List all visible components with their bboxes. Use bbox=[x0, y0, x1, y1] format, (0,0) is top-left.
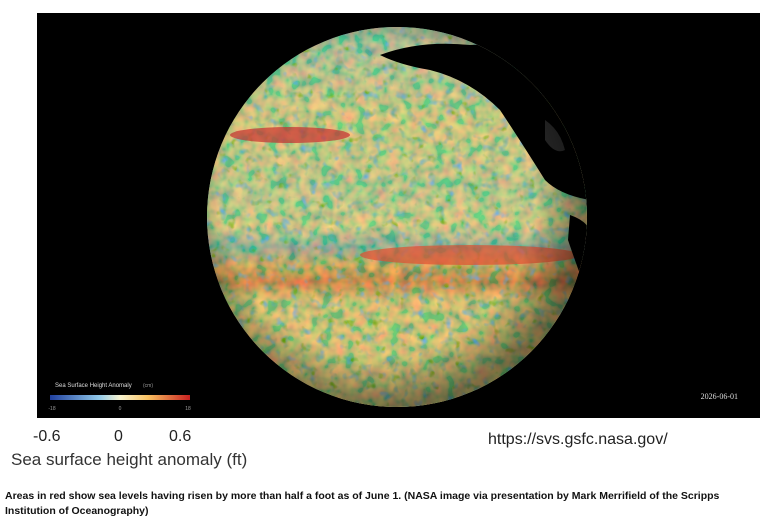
caption: Areas in red show sea levels having rise… bbox=[5, 490, 720, 517]
legend-tick: 0.6 bbox=[169, 428, 192, 445]
colorbar bbox=[50, 395, 190, 400]
date-stamp: 2026-06-01 bbox=[701, 392, 738, 401]
globe bbox=[207, 27, 587, 407]
legend-tick: -0.6 bbox=[33, 428, 61, 445]
colorbar-tick: 18 bbox=[185, 406, 191, 412]
colorbar-unit: (cm) bbox=[143, 383, 153, 389]
colorbar-tick: 0 bbox=[119, 406, 122, 412]
legend-tick: 0 bbox=[114, 428, 123, 445]
legend-title: Sea surface height anomaly (ft) bbox=[11, 450, 248, 469]
colorbar-tick: -18 bbox=[48, 406, 55, 412]
colorbar-title: Sea Surface Height Anomaly bbox=[55, 383, 132, 389]
source-url: https://svs.gsfc.nasa.gov/ bbox=[488, 431, 668, 448]
